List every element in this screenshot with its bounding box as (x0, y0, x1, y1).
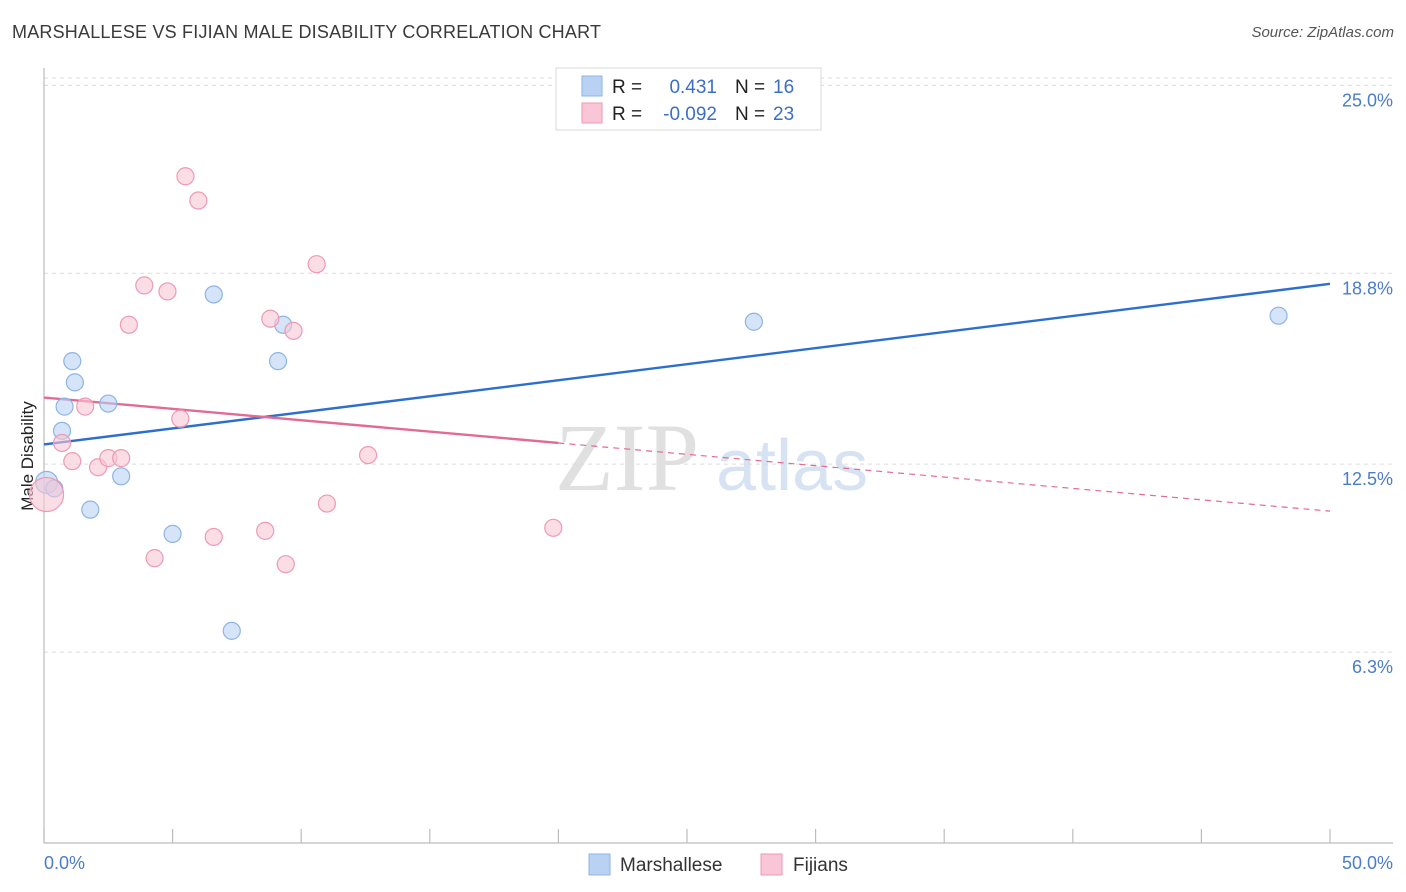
legend-r-label-fijians: R = (612, 104, 642, 125)
data-point-fijians-0 (28, 476, 65, 513)
watermark-zip: ZIP (555, 404, 699, 511)
data-point-fijians-19 (307, 255, 326, 274)
data-point-marshallese-7 (99, 394, 118, 413)
legend-swatch-marshallese (581, 75, 603, 97)
data-point-fijians-22 (544, 518, 563, 537)
y-tick-label-1: 18.8% (1342, 278, 1393, 298)
data-point-fijians-6 (112, 449, 131, 468)
data-points (28, 167, 1288, 640)
legend-n-label-marshallese: N = (735, 77, 765, 98)
y-tick-label-3: 6.3% (1352, 657, 1393, 677)
x-tick-label-max: 50.0% (1342, 853, 1393, 873)
data-point-marshallese-3 (55, 397, 74, 416)
legend-n-label-fijians: N = (735, 104, 765, 125)
source-credit: Source: ZipAtlas.com (1251, 24, 1394, 41)
series-legend: Marshallese Fijians (588, 853, 848, 876)
data-point-marshallese-15 (1269, 306, 1288, 325)
data-point-marshallese-14 (744, 312, 763, 331)
legend-r-label-marshallese: R = (612, 77, 642, 98)
data-point-marshallese-6 (81, 500, 100, 519)
data-point-marshallese-4 (63, 352, 82, 371)
data-point-fijians-21 (358, 445, 378, 465)
legend-r-value-fijians: -0.092 (663, 104, 717, 125)
data-point-fijians-20 (317, 494, 337, 513)
legend-r-value-marshallese: 0.431 (669, 77, 717, 98)
data-point-fijians-11 (171, 409, 190, 428)
y-tick-label-0: 25.0% (1342, 90, 1393, 110)
legend-swatch-fijians (581, 102, 603, 124)
trend-line-fijians-extension (558, 442, 1331, 512)
data-point-fijians-14 (204, 527, 223, 547)
trend-lines (43, 282, 1331, 512)
data-point-marshallese-12 (268, 352, 288, 371)
stats-legend: R = 0.431 N = 16 R = -0.092 N = 23 (555, 67, 822, 131)
x-tick-label-min: 0.0% (44, 853, 85, 873)
trend-line-fijians (43, 396, 559, 445)
data-point-marshallese-8 (112, 467, 131, 486)
legend-n-value-fijians: 23 (773, 104, 794, 125)
watermark: ZIP atlas (555, 404, 868, 511)
data-point-fijians-18 (284, 321, 303, 340)
x-ticks (43, 829, 1331, 843)
data-point-fijians-15 (256, 521, 275, 540)
y-tick-labels: 25.0% 18.8% 12.5% 6.3% (1342, 90, 1393, 677)
series-legend-swatch-fijians (760, 853, 783, 876)
series-legend-label-marshallese: Marshallese (620, 855, 722, 876)
axes (43, 68, 1393, 844)
series-legend-label-fijians: Fijians (793, 855, 848, 876)
data-point-fijians-9 (145, 549, 164, 568)
y-axis-label: Male Disability (18, 401, 37, 511)
data-point-fijians-16 (261, 309, 280, 328)
data-point-marshallese-10 (204, 285, 223, 304)
data-point-fijians-17 (276, 555, 295, 574)
trend-line-marshallese (43, 282, 1331, 446)
data-point-fijians-3 (76, 397, 95, 416)
data-point-fijians-2 (63, 452, 82, 471)
legend-n-value-marshallese: 16 (773, 77, 794, 98)
data-point-fijians-12 (176, 167, 195, 186)
data-point-fijians-13 (189, 191, 208, 210)
series-legend-swatch-marshallese (588, 853, 611, 876)
data-point-marshallese-5 (65, 373, 84, 392)
chart-title: MARSHALLESE VS FIJIAN MALE DISABILITY CO… (12, 22, 602, 42)
data-point-fijians-10 (158, 282, 177, 301)
watermark-atlas: atlas (716, 426, 868, 506)
gridlines (44, 77, 1393, 653)
data-point-fijians-1 (52, 433, 72, 453)
data-point-marshallese-9 (163, 524, 182, 543)
y-tick-label-2: 12.5% (1342, 469, 1393, 489)
data-point-fijians-7 (119, 315, 138, 334)
data-point-fijians-8 (135, 276, 154, 295)
data-point-marshallese-11 (222, 621, 241, 640)
